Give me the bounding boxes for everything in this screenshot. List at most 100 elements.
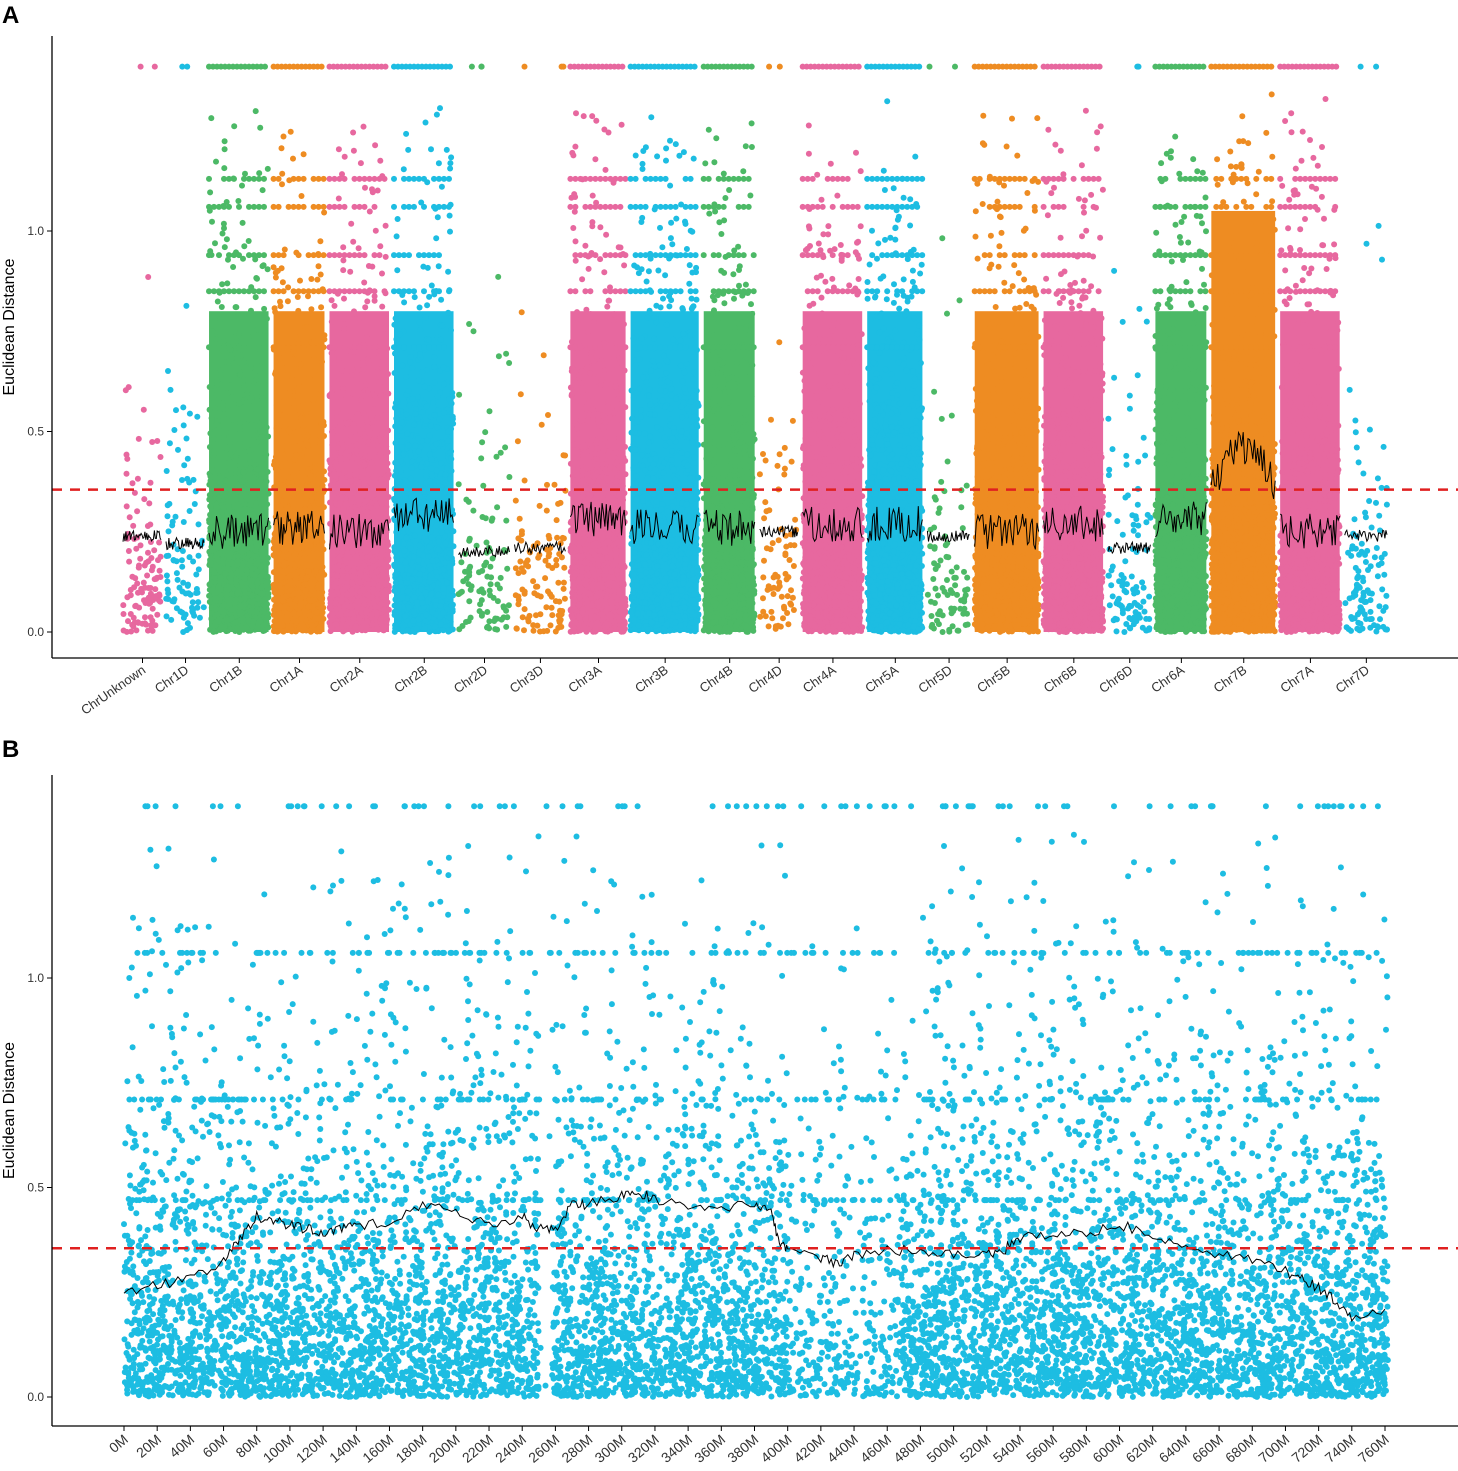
data-point bbox=[258, 434, 265, 440]
data-point bbox=[288, 601, 295, 608]
data-point bbox=[225, 256, 231, 263]
data-point bbox=[434, 393, 441, 400]
data-point bbox=[250, 618, 257, 625]
data-point bbox=[596, 468, 603, 475]
data-point bbox=[314, 276, 321, 283]
data-point bbox=[407, 354, 414, 360]
data-point bbox=[195, 552, 202, 559]
data-point bbox=[409, 365, 416, 372]
data-point bbox=[571, 628, 577, 635]
data-point bbox=[312, 568, 319, 574]
data-point bbox=[286, 428, 293, 435]
data-point bbox=[361, 203, 368, 210]
data-point bbox=[243, 566, 250, 573]
data-point bbox=[233, 570, 240, 577]
data-point bbox=[207, 430, 214, 437]
data-point bbox=[594, 619, 601, 626]
data-point bbox=[366, 208, 373, 215]
data-point bbox=[221, 411, 228, 417]
data-point bbox=[208, 616, 215, 622]
data-point bbox=[344, 583, 350, 590]
data-point bbox=[589, 192, 596, 199]
data-point bbox=[250, 311, 257, 318]
data-point bbox=[487, 563, 494, 570]
data-point bbox=[382, 412, 389, 418]
data-point bbox=[574, 422, 581, 429]
data-point bbox=[364, 423, 371, 430]
data-point bbox=[572, 493, 579, 500]
data-point bbox=[303, 575, 310, 582]
data-point bbox=[125, 618, 131, 625]
data-point bbox=[562, 452, 569, 459]
data-point bbox=[260, 545, 267, 552]
data-point bbox=[614, 539, 621, 546]
data-point bbox=[445, 428, 452, 435]
data-point bbox=[308, 276, 315, 282]
data-point bbox=[221, 337, 227, 344]
data-point bbox=[212, 575, 219, 582]
data-point bbox=[237, 371, 244, 378]
data-point bbox=[595, 477, 602, 484]
data-point bbox=[428, 146, 434, 153]
data-point bbox=[442, 540, 449, 547]
data-point bbox=[468, 63, 475, 70]
data-point bbox=[606, 414, 613, 421]
data-point bbox=[126, 558, 133, 565]
data-point bbox=[604, 452, 611, 459]
data-point bbox=[311, 323, 318, 330]
data-point bbox=[315, 454, 322, 461]
data-point bbox=[134, 475, 141, 482]
data-point bbox=[586, 536, 593, 543]
data-point bbox=[404, 627, 411, 634]
data-point bbox=[442, 479, 449, 486]
data-point bbox=[405, 442, 412, 449]
data-point bbox=[433, 111, 440, 118]
data-point bbox=[237, 611, 244, 618]
data-point bbox=[440, 585, 447, 592]
data-point bbox=[439, 322, 446, 329]
data-point bbox=[302, 506, 308, 513]
data-point bbox=[230, 360, 237, 367]
data-point bbox=[291, 404, 297, 411]
data-point bbox=[442, 471, 449, 478]
data-point bbox=[260, 570, 267, 577]
data-point bbox=[156, 539, 163, 546]
data-point bbox=[328, 588, 335, 594]
data-point bbox=[307, 538, 313, 545]
data-point bbox=[221, 225, 227, 232]
data-point bbox=[403, 130, 410, 137]
data-point bbox=[370, 424, 377, 431]
data-point bbox=[361, 461, 368, 468]
data-point bbox=[370, 580, 377, 587]
data-point bbox=[241, 288, 247, 295]
data-point bbox=[480, 482, 487, 489]
data-point bbox=[374, 626, 381, 632]
data-point bbox=[426, 544, 433, 551]
data-point bbox=[211, 288, 217, 295]
data-point bbox=[145, 549, 151, 556]
data-point bbox=[256, 203, 262, 210]
data-point bbox=[577, 344, 584, 351]
data-point bbox=[577, 417, 584, 424]
data-point bbox=[354, 380, 361, 387]
data-point bbox=[321, 476, 328, 483]
data-point bbox=[256, 617, 263, 624]
data-point bbox=[470, 507, 477, 514]
data-point bbox=[245, 333, 252, 340]
data-point bbox=[236, 427, 243, 433]
data-point bbox=[306, 612, 313, 619]
data-point bbox=[236, 288, 242, 295]
data-point bbox=[280, 553, 287, 559]
data-point bbox=[333, 621, 340, 628]
data-point bbox=[233, 577, 240, 584]
saturated-row-chr1b bbox=[206, 63, 268, 351]
data-point bbox=[372, 227, 379, 234]
data-point bbox=[187, 624, 193, 631]
data-point bbox=[344, 550, 351, 556]
data-point bbox=[443, 146, 450, 153]
data-point bbox=[285, 479, 292, 486]
data-point bbox=[241, 383, 248, 390]
data-point bbox=[409, 395, 416, 402]
data-point bbox=[216, 568, 223, 574]
data-point bbox=[296, 407, 303, 414]
